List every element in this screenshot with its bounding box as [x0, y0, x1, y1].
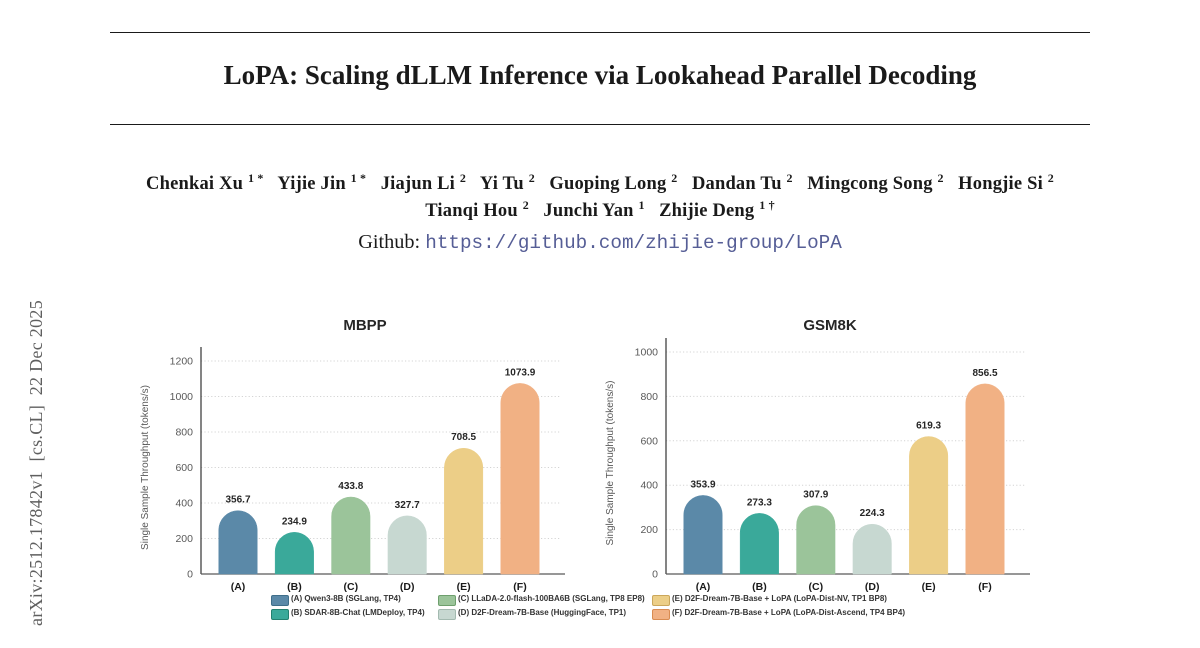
svg-text:708.5: 708.5 — [451, 432, 476, 443]
svg-text:Single Sample Throughput (toke: Single Sample Throughput (tokens/s) — [140, 385, 151, 550]
svg-text:327.7: 327.7 — [395, 500, 420, 511]
svg-text:224.3: 224.3 — [860, 508, 885, 519]
svg-text:400: 400 — [640, 480, 658, 492]
svg-text:433.8: 433.8 — [338, 481, 363, 492]
svg-text:(B): (B) — [752, 581, 767, 593]
svg-text:800: 800 — [175, 427, 193, 439]
svg-text:1000: 1000 — [635, 347, 659, 359]
svg-text:1073.9: 1073.9 — [505, 367, 536, 378]
svg-text:GSM8K: GSM8K — [803, 317, 857, 334]
svg-text:273.3: 273.3 — [747, 497, 772, 508]
svg-text:(F): (F) — [513, 581, 526, 593]
svg-text:(E): (E) — [457, 581, 471, 593]
svg-text:619.3: 619.3 — [916, 421, 941, 432]
svg-text:356.7: 356.7 — [225, 495, 250, 506]
svg-text:MBPP: MBPP — [343, 317, 386, 334]
svg-text:(C): (C) — [809, 581, 824, 593]
svg-text:307.9: 307.9 — [803, 490, 828, 501]
svg-text:200: 200 — [640, 524, 658, 536]
svg-text:(E): (E) — [922, 581, 936, 593]
svg-text:(B): (B) — [287, 581, 302, 593]
svg-text:200: 200 — [175, 533, 193, 545]
svg-text:600: 600 — [175, 462, 193, 474]
svg-text:0: 0 — [187, 569, 193, 581]
svg-text:600: 600 — [640, 435, 658, 447]
svg-text:1000: 1000 — [170, 391, 194, 403]
svg-text:856.5: 856.5 — [972, 368, 997, 379]
svg-text:1200: 1200 — [170, 356, 194, 368]
svg-text:(A): (A) — [696, 581, 711, 593]
svg-text:400: 400 — [175, 498, 193, 510]
svg-text:(D): (D) — [400, 581, 415, 593]
svg-text:800: 800 — [640, 391, 658, 403]
svg-text:Single Sample Throughput (toke: Single Sample Throughput (tokens/s) — [605, 381, 616, 546]
svg-text:(C): (C) — [344, 581, 359, 593]
svg-text:234.9: 234.9 — [282, 516, 307, 527]
svg-text:0: 0 — [652, 569, 658, 581]
svg-text:(A): (A) — [231, 581, 246, 593]
svg-text:353.9: 353.9 — [690, 479, 715, 490]
svg-text:(D): (D) — [865, 581, 880, 593]
svg-text:(F): (F) — [978, 581, 991, 593]
